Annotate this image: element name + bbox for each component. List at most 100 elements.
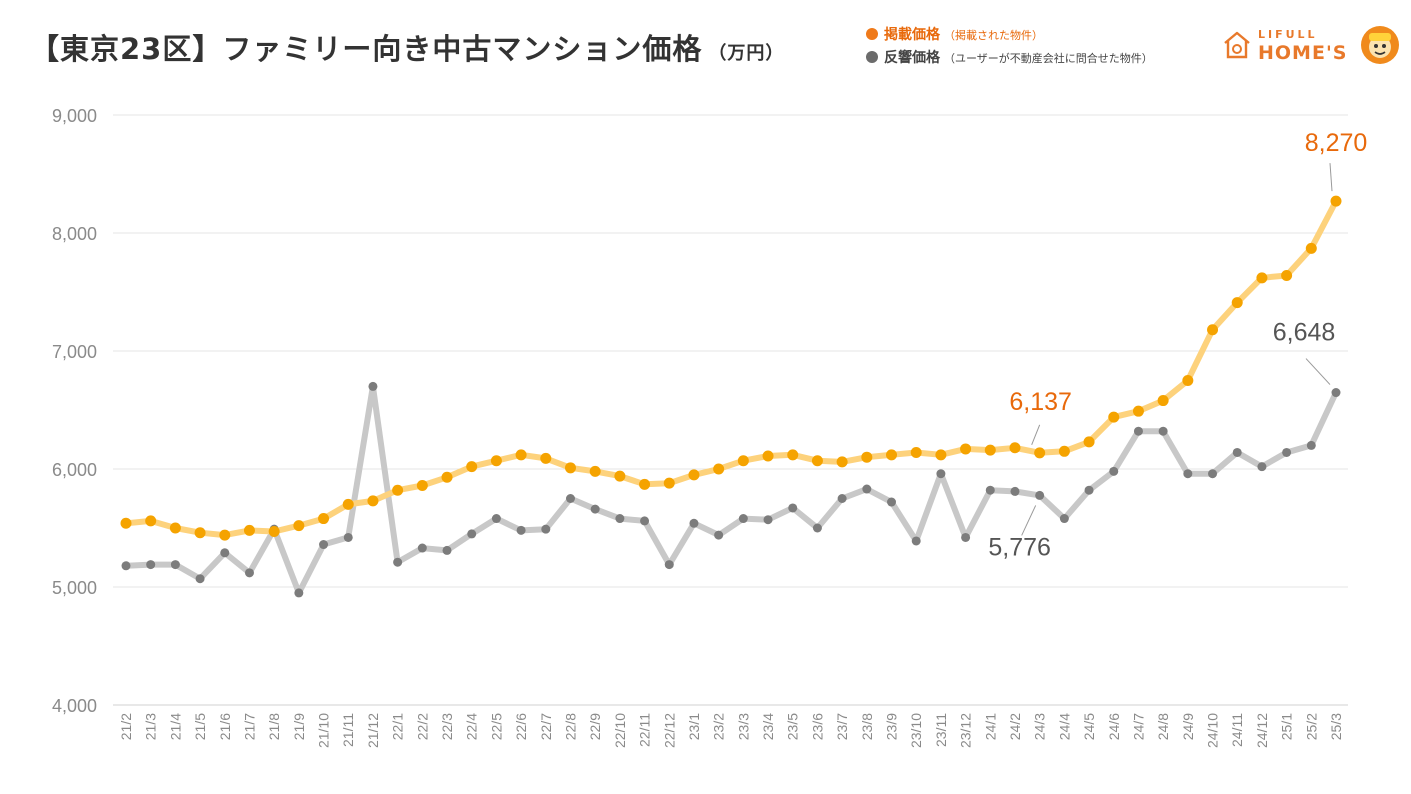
data-point-response [837, 494, 847, 503]
x-tick-label: 21/2 [118, 713, 134, 740]
data-point-response [1084, 485, 1094, 495]
series-line-response [123, 383, 1339, 596]
data-point-listed [910, 446, 922, 458]
data-point-response [1232, 447, 1242, 457]
data-point-listed [268, 526, 280, 538]
data-point-listed [1083, 436, 1095, 448]
x-tick-label: 22/3 [439, 713, 455, 740]
x-tick-label: 21/8 [266, 713, 282, 740]
data-point-listed [1256, 272, 1268, 284]
x-tick-label: 23/10 [908, 713, 924, 748]
data-point-response [220, 548, 230, 558]
chart-title-text: 【東京23区】ファミリー向き中古マンション価格 [30, 32, 703, 66]
annotation-leader [1329, 163, 1333, 192]
data-point-listed [169, 522, 181, 534]
x-tick-label: 22/12 [661, 713, 677, 748]
data-point-listed [1281, 269, 1293, 281]
y-axis: 4,000 5,000 6,000 7,000 8,000 9,000 [52, 106, 97, 716]
x-tick-label: 24/6 [1106, 713, 1122, 740]
data-point-listed [243, 524, 255, 536]
data-point-listed [787, 449, 799, 461]
x-tick-label: 24/9 [1180, 713, 1196, 740]
data-point-listed [342, 498, 354, 510]
data-point-response [1035, 490, 1045, 500]
data-point-response [936, 469, 946, 479]
x-tick-label: 24/3 [1032, 713, 1048, 740]
data-point-listed [120, 517, 132, 529]
data-point-response [565, 494, 575, 503]
x-tick-label: 21/12 [365, 713, 381, 748]
data-point-listed [293, 520, 305, 532]
x-tick-label: 22/4 [464, 713, 480, 740]
data-point-listed [1108, 411, 1120, 423]
annotation-response: 6,648 [1273, 319, 1336, 385]
x-tick-label: 24/11 [1229, 713, 1245, 747]
legend-item-response: 反響価格 （ユーザーが不動産会社に問合せた物件） [866, 47, 1153, 70]
data-point-response [1306, 440, 1316, 450]
x-tick-label: 24/1 [982, 713, 998, 740]
annotation-leader [1031, 424, 1041, 446]
x-tick-label: 23/3 [735, 713, 751, 740]
data-point-listed [1058, 445, 1070, 457]
data-point-response [1158, 426, 1168, 436]
x-tick-label: 22/11 [637, 713, 653, 747]
x-tick-label: 23/7 [834, 713, 850, 740]
x-tick-label: 23/2 [711, 713, 727, 740]
data-point-listed [564, 462, 576, 474]
x-tick-label: 25/1 [1279, 713, 1295, 740]
data-point-response [911, 536, 921, 546]
data-point-listed [589, 465, 601, 477]
legend-item-listed: 掲載価格 （掲載された物件） [866, 24, 1153, 47]
data-point-response [146, 560, 156, 570]
data-point-listed [663, 477, 675, 489]
annotation-listed: 8,270 [1305, 129, 1367, 192]
data-point-response [442, 545, 452, 555]
data-point-response [689, 518, 699, 528]
data-point-response [961, 532, 971, 542]
data-point-listed [1305, 242, 1317, 254]
data-point-listed [836, 456, 848, 468]
data-point-listed [1034, 447, 1046, 459]
data-point-listed [1330, 195, 1342, 207]
data-label: 5,776 [988, 533, 1051, 561]
data-point-listed [1182, 375, 1194, 386]
data-point-listed [935, 449, 947, 461]
annotation-listed: 6,137 [1009, 388, 1072, 446]
x-axis: 21/2 21/3 21/4 21/5 21/6 21/7 21/8 21/9 21/10 21/… [118, 713, 1344, 748]
x-tick-label: 22/10 [612, 713, 628, 748]
data-point-response [1208, 469, 1218, 479]
series-response [121, 381, 1341, 598]
data-point-response [195, 574, 205, 584]
data-point-response [738, 514, 748, 524]
data-point-listed [466, 461, 478, 473]
data-point-listed [367, 495, 379, 507]
x-tick-label: 21/3 [143, 713, 159, 740]
x-tick-label: 22/1 [390, 713, 406, 740]
data-label: 6,648 [1273, 319, 1336, 347]
data-point-response [788, 503, 798, 513]
data-point-response [615, 514, 625, 524]
chart-title-unit: （万円） [708, 43, 785, 64]
x-tick-label: 25/3 [1328, 713, 1344, 740]
x-tick-label: 24/8 [1155, 713, 1171, 740]
legend-label-response: 反響価格 [884, 50, 940, 66]
series-listed [120, 195, 1342, 541]
data-point-response [1109, 466, 1119, 476]
legend-note-listed: （掲載された物件） [944, 29, 1043, 42]
data-point-response [664, 560, 674, 570]
series-line-listed [123, 198, 1339, 539]
x-tick-label: 24/4 [1056, 713, 1072, 740]
data-point-response [714, 530, 724, 540]
data-point-listed [515, 449, 527, 461]
x-tick-label: 24/10 [1205, 713, 1221, 748]
data-point-response [862, 484, 872, 494]
chart-title: 【東京23区】ファミリー向き中古マンション価格 （万円） [30, 26, 784, 68]
brand-logo: LIFULL HOME'S [1222, 25, 1402, 69]
data-point-listed [688, 469, 700, 481]
house-logo-icon [1224, 31, 1250, 59]
data-point-listed [194, 527, 206, 539]
data-point-response [1059, 514, 1069, 524]
data-point-listed [886, 449, 898, 461]
x-tick-label: 24/12 [1254, 713, 1270, 748]
